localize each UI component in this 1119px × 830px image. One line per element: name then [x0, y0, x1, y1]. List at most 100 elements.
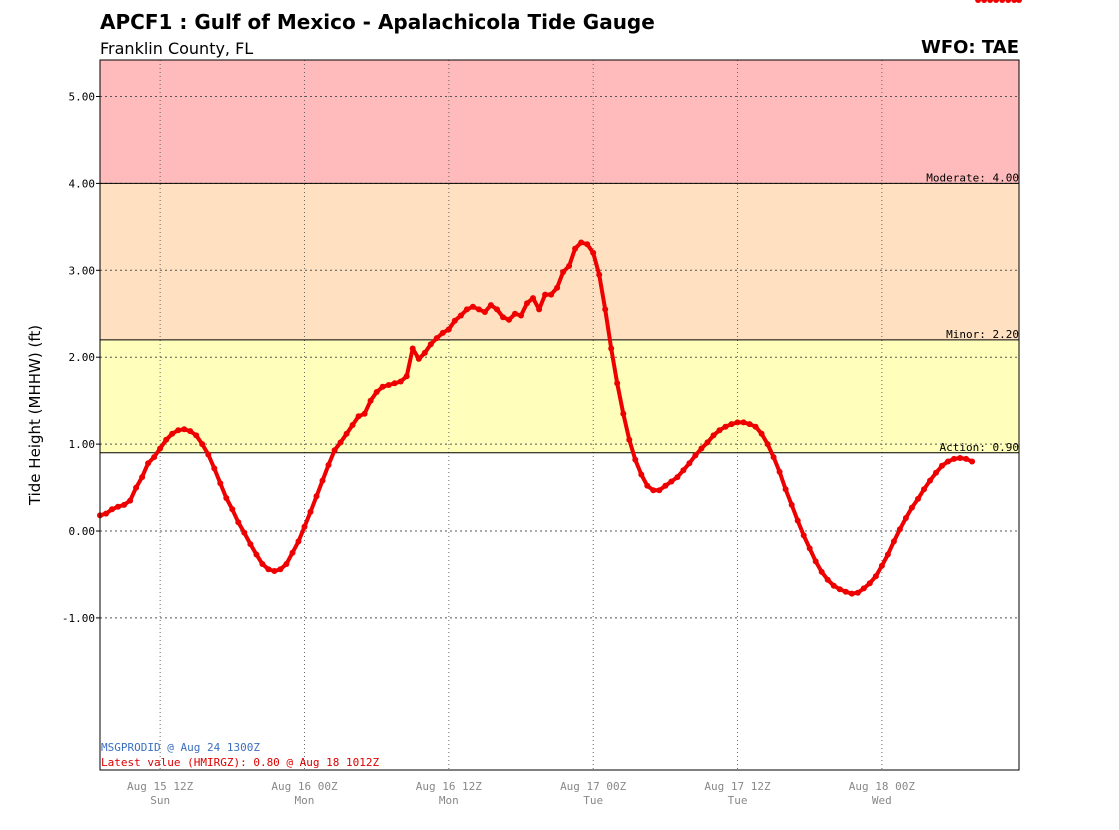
- msgprodid-note: MSGPRODID @ Aug 24 1300Z: [101, 741, 260, 754]
- tide-data-point: [469, 303, 476, 310]
- tide-data-point: [133, 484, 140, 491]
- series-layer: [97, 0, 1022, 597]
- tide-data-point: [457, 312, 464, 319]
- tide-data-point: [692, 452, 699, 459]
- tide-data-point: [782, 486, 789, 493]
- tide-data-point: [500, 314, 506, 321]
- tide-data-point: [884, 551, 891, 558]
- tide-data-point: [397, 378, 404, 385]
- tide-data-point: [319, 477, 326, 484]
- tide-data-point: [169, 430, 176, 437]
- tide-data-point: [1016, 0, 1022, 3]
- tide-data-point: [235, 519, 242, 526]
- tide-data-point: [644, 482, 651, 489]
- tide-data-point: [1005, 0, 1012, 3]
- tide-data-point: [788, 501, 795, 508]
- tide-data-point: [566, 263, 573, 269]
- tide-data-point: [800, 532, 807, 539]
- wfo-label: WFO: TAE: [920, 37, 1019, 58]
- tide-data-point: [307, 508, 314, 515]
- tide-data-point: [590, 249, 597, 256]
- tide-data-point: [445, 326, 452, 333]
- tide-data-point: [975, 0, 982, 3]
- tide-data-point: [848, 590, 855, 597]
- tide-data-point: [355, 413, 362, 420]
- tide-data-point: [199, 441, 206, 448]
- x-tick-label: Aug 18 00Z: [849, 780, 916, 793]
- tide-data-point: [349, 422, 356, 428]
- tide-data-point: [421, 349, 428, 356]
- x-tick-day: Sun: [150, 794, 170, 807]
- tide-data-point: [776, 468, 783, 475]
- tide-data-point: [987, 0, 994, 3]
- tide-data-point: [710, 432, 717, 439]
- tide-data-point: [283, 561, 290, 567]
- tide-data-point: [524, 300, 530, 307]
- tide-data-point: [463, 306, 470, 313]
- tide-data-point: [752, 423, 759, 430]
- tide-data-point: [409, 345, 416, 352]
- tide-data-point: [584, 241, 591, 248]
- y-axis-label: Tide Height (MHHW) (ft): [26, 325, 44, 506]
- tide-data-point: [866, 580, 873, 587]
- tide-data-point: [927, 477, 933, 484]
- tide-data-point: [373, 389, 380, 395]
- tide-data-point: [554, 284, 561, 291]
- tide-data-point: [343, 430, 350, 437]
- tide-data-point: [945, 458, 951, 465]
- tide-data-point: [391, 380, 398, 387]
- tide-data-point: [836, 586, 843, 593]
- tide-data-point: [650, 487, 657, 494]
- tide-data-point: [361, 410, 368, 417]
- y-tick-labels: 5.00 4.00 3.00 2.00 1.00 0.00 -1.00: [62, 90, 100, 625]
- tide-data-point: [878, 562, 885, 569]
- moderate-threshold-label: Moderate: 4.00: [926, 171, 1019, 184]
- tide-data-point: [548, 291, 555, 298]
- tide-data-point: [325, 462, 332, 468]
- tide-data-point: [367, 397, 374, 404]
- tide-data-point: [487, 302, 494, 309]
- tide-data-point: [680, 467, 687, 474]
- tide-data-point: [746, 421, 753, 428]
- tide-data-point: [229, 506, 236, 513]
- y-tick-label: 5.00: [69, 90, 96, 103]
- tide-data-point: [951, 455, 957, 462]
- latest-value-note: Latest value (HMIRGZ): 0.80 @ Aug 18 101…: [101, 756, 380, 769]
- tide-data-point: [439, 329, 446, 336]
- tide-data-point: [668, 478, 675, 485]
- tide-data-point: [289, 549, 296, 556]
- minor-threshold-label: Minor: 2.20: [946, 328, 1019, 341]
- tide-data-point: [205, 451, 212, 458]
- tide-data-point: [181, 426, 188, 433]
- threshold-layer: Action: 0.90 Minor: 2.20 Moderate: 4.00: [100, 171, 1019, 454]
- tide-data-point: [187, 428, 194, 435]
- tide-data-point: [812, 558, 819, 565]
- tide-data-point: [301, 523, 308, 530]
- tide-data-point: [121, 501, 128, 508]
- y-tick-label: 4.00: [69, 177, 96, 190]
- tide-data-point: [890, 538, 897, 545]
- tide-data-point: [830, 582, 837, 589]
- tide-data-point: [211, 465, 218, 472]
- y-tick-label: 0.00: [69, 525, 96, 538]
- tide-data-point: [512, 310, 518, 317]
- tide-data-point: [608, 345, 615, 352]
- tide-data-point: [451, 317, 458, 324]
- tide-data-point: [259, 561, 266, 567]
- tide-data-point: [1011, 0, 1018, 3]
- tide-data-point: [151, 454, 158, 461]
- tide-data-point: [921, 486, 927, 493]
- tide-data-point: [560, 269, 567, 275]
- tide-data-point: [818, 568, 825, 575]
- tide-data-point: [722, 423, 729, 430]
- tide-data-point: [475, 306, 482, 313]
- tide-data-point: [127, 497, 134, 504]
- tide-data-point: [115, 503, 121, 510]
- tide-data-point: [933, 469, 939, 476]
- tide-data-point: [686, 460, 693, 467]
- chart-subtitle: Franklin County, FL: [100, 39, 254, 58]
- tide-data-point: [872, 573, 879, 580]
- tide-data-point: [277, 566, 284, 573]
- plot-frame: [99, 59, 1020, 771]
